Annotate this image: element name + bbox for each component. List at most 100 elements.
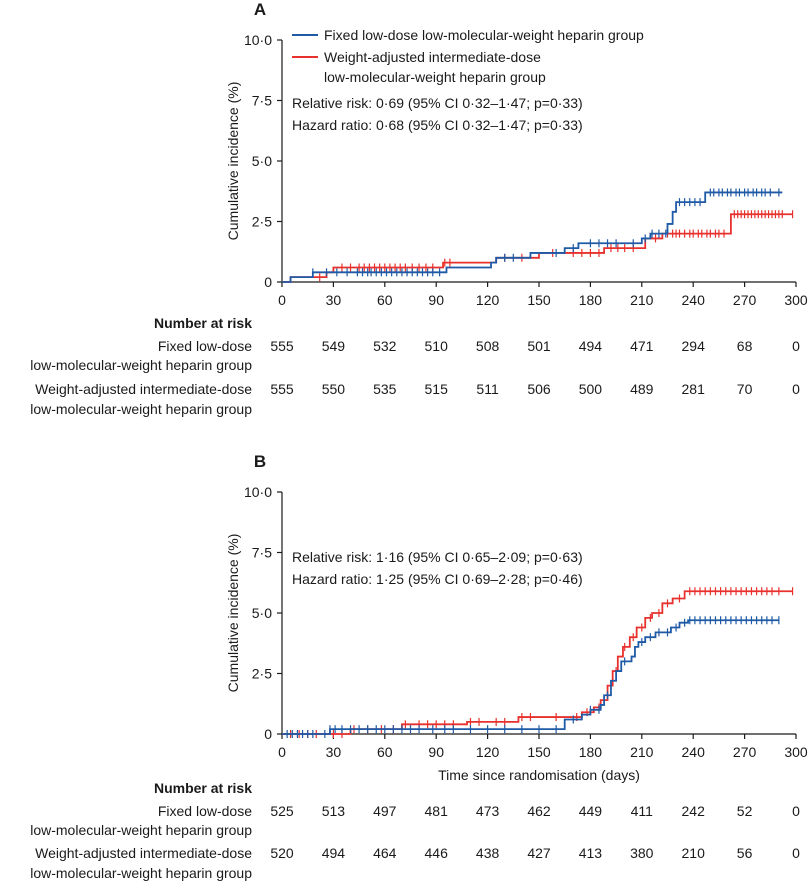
risk-count: 70 (737, 381, 753, 397)
x-tick-label: 300 (784, 292, 808, 308)
x-tick-label: 180 (579, 744, 603, 760)
x-tick-label: 30 (326, 292, 342, 308)
x-tick-label: 150 (527, 292, 551, 308)
legend-label-weight: Weight-adjusted intermediate-dose (324, 49, 541, 65)
risk-count: 549 (322, 338, 346, 354)
y-tick-label: 7·5 (252, 93, 272, 109)
risk-count: 0 (792, 381, 800, 397)
number-at-risk-title: Number at risk (154, 780, 252, 796)
risk-row-label: Fixed low-dose (158, 338, 252, 354)
risk-count: 411 (631, 803, 654, 819)
stat-annotation: Hazard ratio: 0·68 (95% CI 0·32–1·47; p=… (292, 117, 583, 133)
risk-count: 508 (476, 338, 500, 354)
risk-count: 380 (630, 845, 654, 861)
risk-count: 481 (425, 803, 449, 819)
y-tick-label: 10·0 (244, 32, 272, 48)
km-step-line (282, 619, 779, 735)
risk-row-label: low-molecular-weight heparin group (30, 822, 252, 838)
y-axis-title: Cumulative incidence (%) (225, 82, 241, 241)
x-tick-label: 300 (784, 744, 808, 760)
risk-count: 532 (373, 338, 397, 354)
risk-count: 449 (579, 803, 603, 819)
series-weight-adjusted (282, 210, 794, 283)
y-tick-label: 2·5 (252, 214, 272, 230)
km-step-line (282, 191, 783, 283)
risk-count: 438 (476, 845, 500, 861)
risk-count: 413 (579, 845, 603, 861)
legend: Fixed low-dose low-molecular-weight hepa… (292, 27, 644, 85)
risk-count: 535 (373, 381, 397, 397)
x-tick-label: 180 (579, 292, 603, 308)
x-tick-label: 30 (326, 744, 342, 760)
y-tick-label: 5·0 (252, 153, 272, 169)
legend-label-fixed: Fixed low-dose low-molecular-weight hepa… (324, 27, 644, 43)
series-weight-adjusted (282, 587, 794, 738)
panel-label: B (254, 452, 266, 471)
risk-count: 520 (270, 845, 294, 861)
series-fixed-dose (282, 616, 780, 738)
y-tick-label: 2·5 (252, 666, 272, 682)
x-tick-label: 0 (278, 744, 286, 760)
risk-count: 0 (792, 803, 800, 819)
risk-count: 494 (322, 845, 346, 861)
risk-count: 525 (270, 803, 294, 819)
risk-count: 515 (425, 381, 449, 397)
y-tick-label: 0 (264, 726, 272, 742)
number-at-risk-title: Number at risk (154, 315, 252, 331)
x-tick-label: 0 (278, 292, 286, 308)
risk-count: 497 (373, 803, 397, 819)
risk-row-label: Weight-adjusted intermediate-dose (35, 381, 252, 397)
risk-count: 464 (373, 845, 397, 861)
number-at-risk-table: Number at risk Fixed low-dose low-molecula… (30, 780, 800, 881)
x-tick-label: 90 (428, 292, 444, 308)
risk-row-label: low-molecular-weight heparin group (30, 357, 252, 373)
risk-count: 294 (682, 338, 706, 354)
x-tick-label: 60 (377, 744, 393, 760)
risk-row-label: low-molecular-weight heparin group (30, 401, 252, 417)
risk-count: 0 (792, 338, 800, 354)
risk-count: 555 (270, 381, 294, 397)
y-tick-label: 5·0 (252, 605, 272, 621)
risk-count: 511 (476, 381, 499, 397)
risk-count: 56 (737, 845, 753, 861)
x-tick-label: 270 (733, 744, 757, 760)
legend-label-weight-cont: low-molecular-weight heparin group (324, 69, 546, 85)
risk-row-label: Fixed low-dose (158, 803, 252, 819)
risk-count: 500 (579, 381, 603, 397)
risk-row-label: Weight-adjusted intermediate-dose (35, 845, 252, 861)
risk-count: 68 (737, 338, 753, 354)
risk-count: 210 (682, 845, 706, 861)
x-tick-label: 60 (377, 292, 393, 308)
x-tick-label: 240 (682, 292, 706, 308)
y-tick-label: 10·0 (244, 484, 272, 500)
risk-count: 513 (322, 803, 346, 819)
risk-row-label: low-molecular-weight heparin group (30, 865, 252, 881)
y-tick-label: 7·5 (252, 545, 272, 561)
series-fixed-dose (282, 188, 783, 283)
risk-count: 510 (425, 338, 449, 354)
stat-annotation: Relative risk: 0·69 (95% CI 0·32–1·47; p… (292, 95, 583, 111)
x-tick-label: 150 (527, 744, 551, 760)
y-tick-label: 0 (264, 274, 272, 290)
panel-a: A 0 30 60 90 120 150 180 210 240 270 300 0 2·5 5·0 7·5 1… (30, 0, 808, 417)
risk-count: 242 (682, 803, 706, 819)
risk-count: 555 (270, 338, 294, 354)
x-axis-title: Time since randomisation (days) (438, 767, 640, 783)
number-at-risk-table: Number at risk Fixed low-dose low-molecula… (30, 315, 800, 417)
panel-label: A (254, 0, 266, 19)
risk-count: 550 (322, 381, 346, 397)
x-tick-label: 120 (476, 292, 500, 308)
risk-count: 473 (476, 803, 500, 819)
x-tick-label: 90 (428, 744, 444, 760)
x-tick-label: 210 (630, 292, 654, 308)
risk-count: 501 (527, 338, 551, 354)
stat-annotation: Relative risk: 1·16 (95% CI 0·65–2·09; p… (292, 549, 583, 565)
y-axis-title: Cumulative incidence (%) (225, 534, 241, 693)
panel-b: B 0 30 60 90 120 150 180 210 240 270 300 0 2·5 5·0 7·5 1… (30, 452, 808, 881)
risk-count: 489 (630, 381, 654, 397)
risk-count: 427 (527, 845, 551, 861)
risk-count: 462 (527, 803, 551, 819)
stat-annotation: Hazard ratio: 1·25 (95% CI 0·69–2·28; p=… (292, 571, 583, 587)
x-tick-label: 270 (733, 292, 757, 308)
